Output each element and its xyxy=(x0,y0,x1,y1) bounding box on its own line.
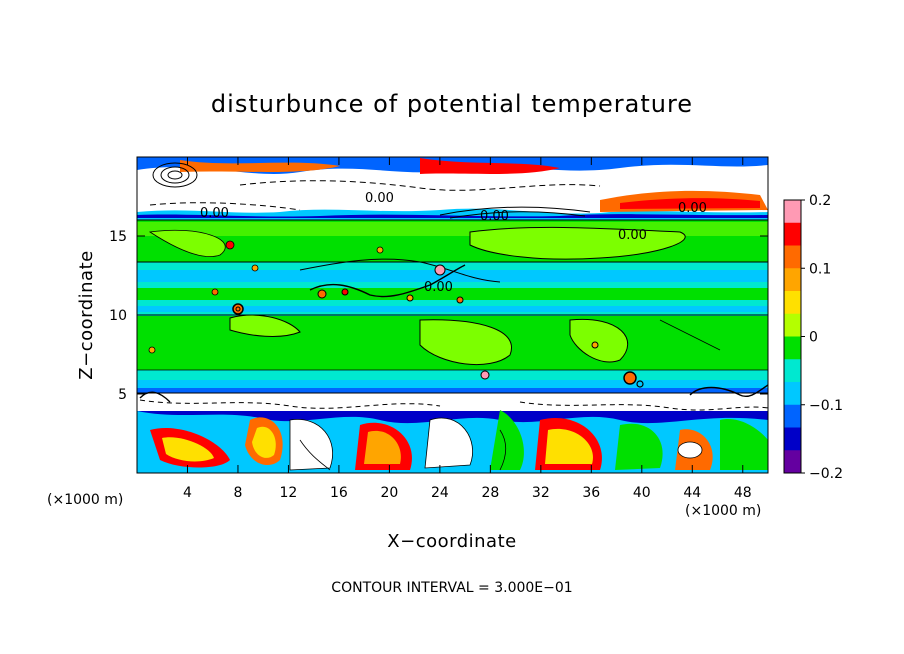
contour-label: 0.00 xyxy=(678,201,707,216)
x-unit-label: (×1000 m) xyxy=(47,492,123,508)
y-tick-label: 15 xyxy=(109,229,127,245)
colorbar-ticks: 0.2 0.1 0 −0.1 −0.2 xyxy=(801,193,843,482)
colorbar-tick-label: −0.1 xyxy=(809,398,843,414)
x-axis-label: X−coordinate xyxy=(387,531,516,552)
x-tick-label: 4 xyxy=(183,485,192,501)
y-axis-label: Z−coordinate xyxy=(76,250,97,379)
colorbar-swatch xyxy=(784,336,801,360)
y-tick-label: 5 xyxy=(118,387,127,403)
colorbar xyxy=(783,199,802,474)
x-tick-label: 32 xyxy=(532,485,550,501)
colorbar-swatch xyxy=(784,222,801,246)
contour-label: 0.00 xyxy=(424,280,453,295)
plot-area xyxy=(137,157,768,473)
contour-label: 0.00 xyxy=(200,206,229,221)
colorbar-swatch xyxy=(784,404,801,428)
x-tick-label: 48 xyxy=(734,485,752,501)
colorbar-swatch xyxy=(784,359,801,383)
x-tick-label: 16 xyxy=(330,485,348,501)
x-tick-label: 28 xyxy=(481,485,499,501)
contour-labels: 0.00 0.00 0.00 0.00 0.00 0.00 xyxy=(200,191,707,295)
contour-interval-note: CONTOUR INTERVAL = 3.000E−01 xyxy=(331,580,572,596)
x-tick-label: 8 xyxy=(233,485,242,501)
x-tick-label: 12 xyxy=(280,485,298,501)
colorbar-tick-label: 0 xyxy=(809,330,818,346)
chart-title: disturbunce of potential temperature xyxy=(211,90,693,118)
contour-label: 0.00 xyxy=(618,228,647,243)
contour-label: 0.00 xyxy=(480,209,509,224)
x-tick-label: 44 xyxy=(683,485,701,501)
colorbar-swatch xyxy=(784,245,801,269)
colorbar-tick-label: 0.1 xyxy=(809,261,831,277)
colorbar-swatch xyxy=(784,313,801,337)
x-unit-label-right: (×1000 m) xyxy=(685,503,761,519)
band-top xyxy=(137,157,768,221)
colorbar-swatch xyxy=(784,427,801,451)
x-axis: 4 8 12 16 20 24 28 32 36 40 44 48 xyxy=(183,157,752,501)
x-tick-label: 24 xyxy=(431,485,449,501)
colorbar-tick-label: −0.2 xyxy=(809,466,843,482)
x-tick-label: 36 xyxy=(582,485,600,501)
contour-label: 0.00 xyxy=(365,191,394,206)
x-tick-label: 20 xyxy=(380,485,398,501)
band-middle xyxy=(137,222,768,388)
colorbar-swatch xyxy=(784,382,801,406)
y-axis: 5 10 15 xyxy=(109,229,768,403)
colorbar-swatch xyxy=(784,450,801,474)
y-tick-label: 10 xyxy=(109,308,127,324)
colorbar-swatch xyxy=(784,291,801,315)
colorbar-swatch xyxy=(784,268,801,292)
colorbar-tick-label: 0.2 xyxy=(809,193,831,209)
x-tick-label: 40 xyxy=(633,485,651,501)
band-bottom xyxy=(137,384,768,473)
colorbar-swatch xyxy=(784,200,801,224)
